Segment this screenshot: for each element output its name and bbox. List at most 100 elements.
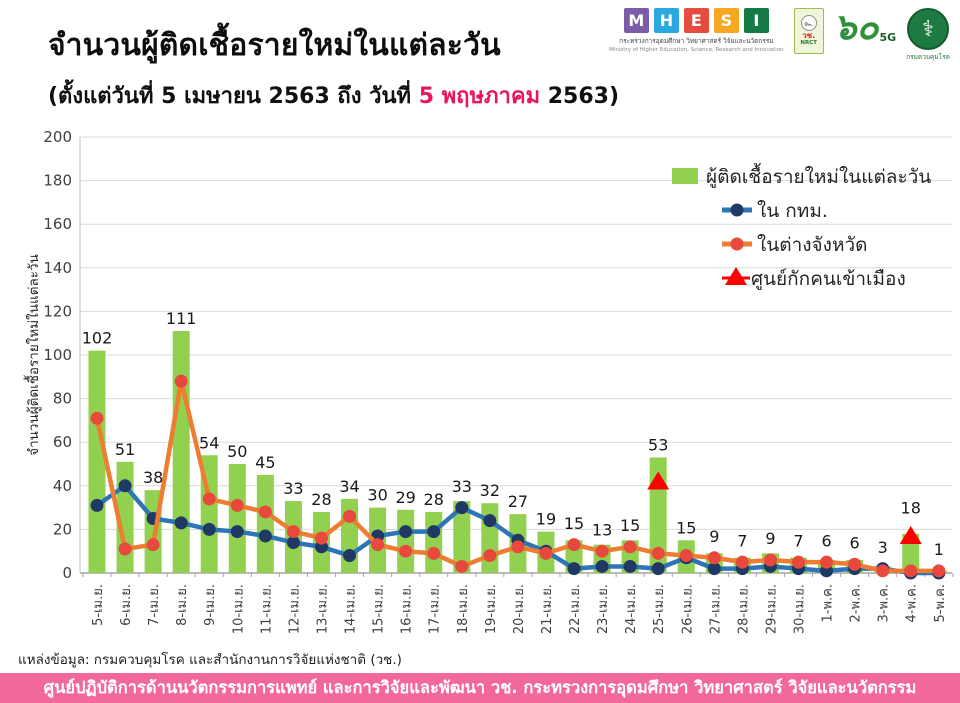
x-axis-label: 27-เม.ย. <box>708 584 723 634</box>
x-axis-label: 12-เม.ย. <box>287 584 302 634</box>
x-axis-label: 13-เม.ย. <box>315 584 330 634</box>
line-marker <box>623 540 637 554</box>
mhesi-letter-s: S <box>713 8 739 33</box>
x-axis-label: 10-เม.ย. <box>231 584 246 634</box>
line-marker <box>539 546 553 560</box>
y-tick-label: 60 <box>53 433 72 451</box>
bar-value-label: 33 <box>452 477 472 496</box>
y-tick-label: 120 <box>43 302 72 320</box>
bar <box>88 350 106 573</box>
line-marker <box>567 562 581 576</box>
line-marker <box>595 559 609 573</box>
y-tick-label: 140 <box>43 259 72 277</box>
bar-value-label: 6 <box>821 531 831 550</box>
line-marker <box>483 549 497 563</box>
x-axis-label: 2-พ.ค. <box>849 584 864 623</box>
bar <box>256 474 274 573</box>
provinces-line-series <box>90 374 946 578</box>
x-axis-label: 18-เม.ย. <box>456 584 471 634</box>
bar-value-label: 9 <box>765 529 775 548</box>
line-marker <box>118 542 132 556</box>
line-marker <box>202 492 216 506</box>
line-marker <box>763 553 777 567</box>
legend-bangkok-marker <box>730 203 744 217</box>
line-marker <box>399 544 413 558</box>
bar-value-label: 34 <box>339 477 359 496</box>
disease-control-dept-logo: ⚕ กรมควบคุมโรค <box>906 8 950 62</box>
line-marker <box>511 540 525 554</box>
line-marker <box>258 505 272 519</box>
x-axis-label: 29-เม.ย. <box>764 584 779 634</box>
line-marker <box>455 559 469 573</box>
bar <box>397 509 415 573</box>
bar-value-label: 28 <box>424 490 444 509</box>
line-marker <box>595 544 609 558</box>
line-marker <box>735 555 749 569</box>
mhesi-letter-e: E <box>683 8 709 33</box>
line-marker <box>483 514 497 528</box>
triangle-marker <box>647 471 670 490</box>
line-marker <box>876 564 890 578</box>
nrct-thai-abbr: วช. <box>802 31 816 41</box>
line-marker <box>427 525 441 539</box>
ddc-name: กรมควบคุมโรค <box>906 53 950 61</box>
bar-value-label: 19 <box>536 510 556 529</box>
x-axis-label: 5-เม.ย. <box>91 584 106 626</box>
line-marker <box>118 479 132 493</box>
bar-value-label: 102 <box>82 329 113 348</box>
line-marker <box>230 498 244 512</box>
line-marker <box>651 546 665 560</box>
x-axis-label: 25-เม.ย. <box>652 584 667 634</box>
bar-value-label: 30 <box>367 486 387 505</box>
line-marker <box>90 411 104 425</box>
five-g-label: 5G <box>879 31 897 45</box>
footer-banner-text: ศูนย์ปฏิบัติการด้านนวัตกรรมการแพทย์ และก… <box>43 678 917 697</box>
line-marker <box>399 525 413 539</box>
bar <box>228 464 246 573</box>
page-title: จำนวนผู้ติดเชื้อรายใหม่ในแต่ละวัน <box>48 28 501 63</box>
footer-banner: ศูนย์ปฏิบัติการด้านนวัตกรรมการแพทย์ และก… <box>0 673 960 703</box>
line-marker <box>343 509 357 523</box>
line-marker <box>820 555 834 569</box>
bar-value-label: 45 <box>255 453 275 472</box>
line-marker <box>427 546 441 560</box>
x-axis-label: 16-เม.ย. <box>400 584 415 634</box>
x-axis-label: 30-เม.ย. <box>793 584 808 634</box>
bar-value-label: 28 <box>311 490 331 509</box>
line-marker <box>932 564 946 578</box>
y-tick-label: 80 <box>53 390 72 408</box>
bar-value-label: 32 <box>480 481 500 500</box>
line-marker <box>567 538 581 552</box>
line-marker <box>146 538 160 552</box>
mhesi-thai-name: กระทรวงการอุดมศึกษา วิทยาศาสตร์ วิจัยและ… <box>619 37 774 45</box>
daily-new-cases-chart: 0 20 40 60 80 100 120 140 160 180 200 จำนวนผู้ติดเช… <box>0 120 960 655</box>
bar-value-label: 29 <box>395 488 415 507</box>
mhesi-letter-h: H <box>653 8 679 33</box>
bar-value-label: 7 <box>793 531 803 550</box>
x-axis-label: 17-เม.ย. <box>428 584 443 634</box>
x-axis-label: 24-เม.ย. <box>624 584 639 634</box>
bar-value-label: 111 <box>166 309 197 328</box>
legend-quarantine-marker <box>725 267 747 285</box>
nrct-abbr: NRCT <box>800 40 817 47</box>
y-tick-label: 180 <box>43 172 72 190</box>
nrct-seal-icon: ๛ <box>800 15 817 32</box>
line-marker <box>174 374 188 388</box>
data-source-note: แหล่งข้อมูล: กรมควบคุมโรค และสำนักงานการ… <box>18 652 402 668</box>
line-marker <box>651 562 665 576</box>
line-marker <box>707 562 721 576</box>
x-axis-label: 9-เม.ย. <box>203 584 218 626</box>
x-axis-ticks <box>82 573 954 577</box>
legend-bar-label: ผู้ติดเชื้อรายใหม่ในแต่ละวัน <box>706 163 931 188</box>
x-axis-label: 21-เม.ย. <box>540 584 555 634</box>
triangle-marker <box>899 525 922 544</box>
line-marker <box>707 551 721 565</box>
nrct-logo: ๛ วช. NRCT <box>793 8 824 54</box>
line-marker <box>343 549 357 563</box>
x-axis-label: 8-เม.ย. <box>175 584 190 626</box>
line-marker <box>258 529 272 543</box>
line-marker <box>848 557 862 571</box>
x-axis-label: 22-เม.ย. <box>568 584 583 634</box>
y-tick-label: 160 <box>43 215 72 233</box>
